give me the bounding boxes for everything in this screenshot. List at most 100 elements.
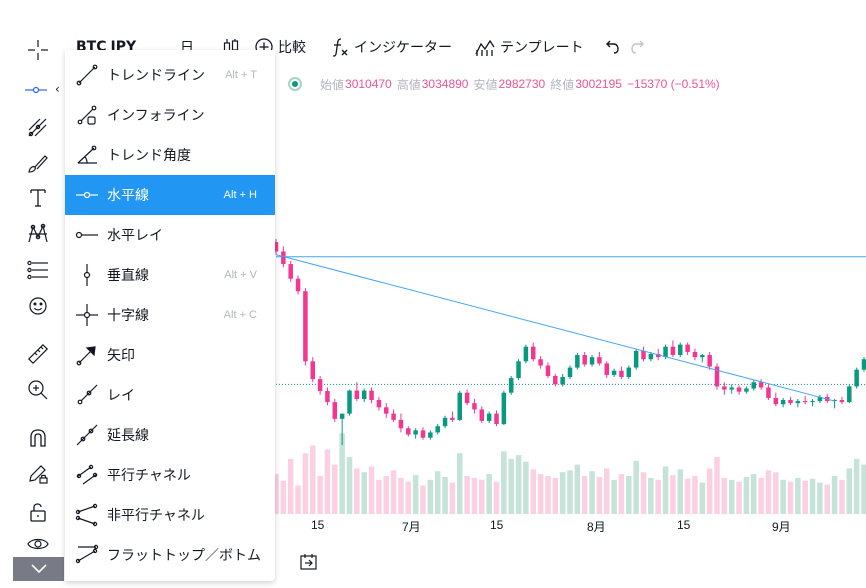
candle xyxy=(538,359,543,366)
candle xyxy=(582,355,587,365)
volume-bar xyxy=(537,474,544,514)
volume-bar xyxy=(302,453,309,514)
measure-tool[interactable] xyxy=(24,340,52,368)
volume-bar xyxy=(471,477,478,514)
candle xyxy=(700,355,705,358)
smiley-icon xyxy=(29,297,47,315)
date-range-button[interactable] xyxy=(299,552,319,576)
collapse-toolbar-button[interactable] xyxy=(13,557,64,581)
time-axis-label: 15 xyxy=(677,518,691,532)
volume-bar xyxy=(677,469,683,514)
extended-line-icon xyxy=(75,423,99,447)
menu-item-horizontal-line[interactable]: 水平線 Alt + H xyxy=(65,175,275,215)
templates-icon xyxy=(475,39,495,56)
menu-item-label: 水平線 xyxy=(107,188,149,204)
candle xyxy=(376,400,382,408)
volume-bar xyxy=(339,433,345,514)
volume-bar xyxy=(515,455,522,514)
volume-bar xyxy=(559,472,566,514)
volume-bar xyxy=(648,477,654,514)
candle xyxy=(545,365,551,376)
menu-item-arrow[interactable]: 矢印 xyxy=(65,335,275,375)
chevron-left-icon[interactable]: ‹ xyxy=(55,82,60,96)
undo-icon xyxy=(606,40,619,54)
candle xyxy=(406,428,411,435)
volume-bar xyxy=(839,479,845,514)
menu-item-ray[interactable]: レイ xyxy=(65,375,275,415)
volume-bar xyxy=(670,475,676,514)
cross-line-icon xyxy=(75,303,99,327)
eye-icon xyxy=(27,538,49,550)
ruler-icon xyxy=(27,343,49,365)
candle xyxy=(744,388,749,392)
brush-tool[interactable] xyxy=(24,150,52,178)
menu-item-extended-line[interactable]: 延長線 xyxy=(65,415,275,455)
icons-tool[interactable] xyxy=(24,292,52,320)
candle xyxy=(722,386,727,390)
menu-item-vertical-line[interactable]: 垂直線 Alt + V xyxy=(65,255,275,295)
candle xyxy=(310,361,315,380)
menu-item-flat-top-bottom[interactable]: フラットトップ／ボトム xyxy=(65,535,275,575)
candle xyxy=(464,392,470,404)
volume-bar xyxy=(824,484,830,514)
close-label: 終値 xyxy=(550,77,575,92)
volume-bar xyxy=(442,476,448,514)
pattern-tool[interactable] xyxy=(24,220,52,248)
menu-item-cross-line[interactable]: 十字線 Alt + C xyxy=(65,295,275,335)
volume-bar xyxy=(493,481,500,514)
candle xyxy=(288,264,293,279)
ohlc-legend: 始値 3010470 高値 3034890 安値 2982730 終値 3002195 … xyxy=(288,72,725,96)
crosshair-tool[interactable] xyxy=(24,36,52,64)
text-tool[interactable] xyxy=(24,184,52,212)
menu-item-label: インフォライン xyxy=(107,108,205,124)
magnet-tool[interactable] xyxy=(24,424,52,452)
volume-bar xyxy=(604,468,610,514)
candle xyxy=(523,346,529,362)
candle xyxy=(736,387,742,392)
volume-bar xyxy=(861,464,866,514)
menu-item-info-line[interactable]: インフォライン xyxy=(65,95,275,135)
horizontal-line-icon xyxy=(25,86,47,94)
stay-drawing-tool[interactable] xyxy=(24,460,52,488)
candle xyxy=(567,367,573,378)
menu-item-trend-angle[interactable]: トレンド角度 xyxy=(65,135,275,175)
candle xyxy=(619,370,624,378)
lock-tool[interactable] xyxy=(24,498,52,526)
candle xyxy=(648,354,654,360)
menu-item-disjoint-channel[interactable]: 非平行チャネル xyxy=(65,495,275,535)
open-value: 3010470 xyxy=(345,77,392,91)
indicators-button[interactable]: インジケーター xyxy=(330,30,452,64)
high-value: 3034890 xyxy=(421,77,469,91)
candle xyxy=(670,346,676,356)
prediction-tool[interactable] xyxy=(24,256,52,284)
parallel-channel-icon xyxy=(75,463,99,487)
volume-bar xyxy=(809,478,816,514)
candle xyxy=(597,357,602,364)
left-toolbar: ‹ xyxy=(0,30,64,588)
candle xyxy=(361,390,367,399)
volume-bar xyxy=(780,479,786,514)
volume-bar xyxy=(523,461,529,514)
candle xyxy=(780,400,786,405)
menu-item-trend-line[interactable]: トレンドライン Alt + T xyxy=(65,55,275,95)
undo-button[interactable] xyxy=(602,30,624,64)
menu-item-parallel-channel[interactable]: 平行チャネル xyxy=(65,455,275,495)
volume-bar xyxy=(501,451,507,514)
pitchfork-tool[interactable] xyxy=(24,114,52,142)
candle xyxy=(575,355,580,368)
volume-bar xyxy=(390,470,397,514)
candle xyxy=(560,377,565,385)
zoom-tool[interactable] xyxy=(24,376,52,404)
menu-item-label: 平行チャネル xyxy=(107,468,191,484)
redo-button[interactable] xyxy=(630,30,652,64)
horizontal-line-tool[interactable] xyxy=(22,76,50,104)
menu-item-horizontal-ray[interactable]: 水平レイ xyxy=(65,215,275,255)
menu-item-label: 垂直線 xyxy=(107,268,149,284)
candle xyxy=(398,419,404,429)
pencil-lock-icon xyxy=(29,465,48,484)
templates-button[interactable]: テンプレート xyxy=(474,30,584,64)
volume-bar xyxy=(640,472,647,514)
hide-tool[interactable] xyxy=(24,530,52,558)
